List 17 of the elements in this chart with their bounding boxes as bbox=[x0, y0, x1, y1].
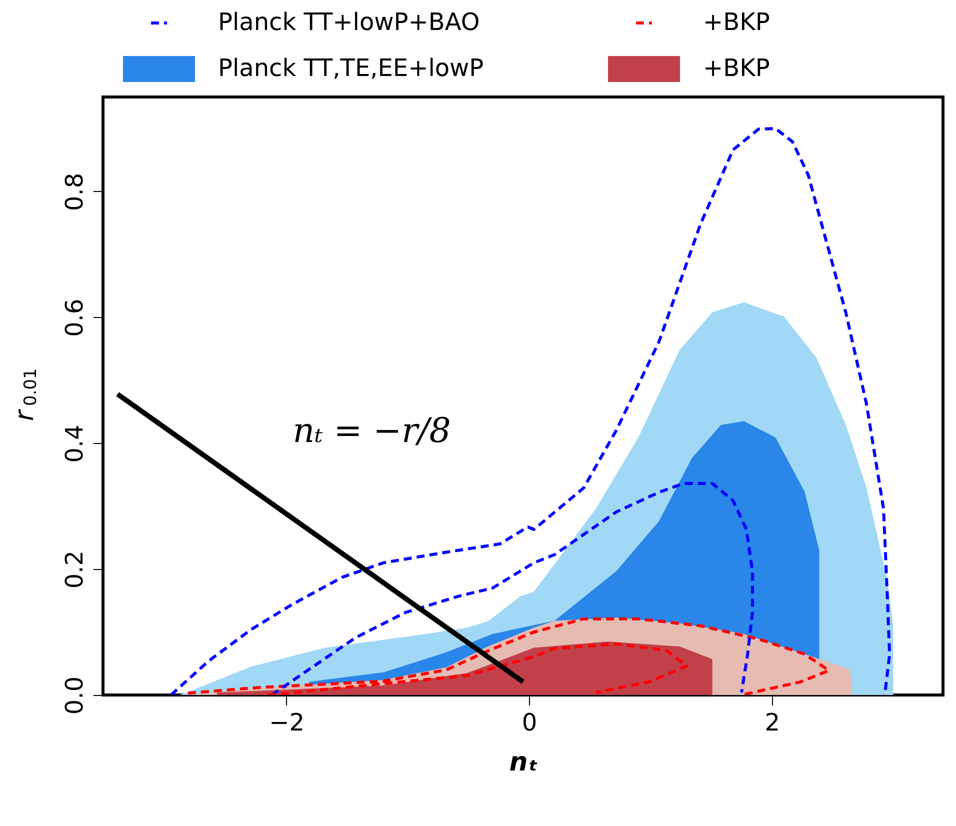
line-series bbox=[169, 126, 892, 695]
legend-label: +BKP bbox=[703, 54, 770, 82]
x-tick-label: 2 bbox=[764, 708, 780, 736]
legend-label: +BKP bbox=[703, 8, 770, 36]
legend-label: Planck TT,TE,EE+lowP bbox=[218, 54, 484, 82]
x-tick-label: −2 bbox=[269, 708, 304, 736]
x-tick-label: 0 bbox=[522, 708, 538, 736]
x-axis-title: nₜ bbox=[509, 748, 538, 778]
legend-label: Planck TT+lowP+BAO bbox=[218, 8, 480, 36]
y-tick-label: 0.2 bbox=[60, 550, 88, 589]
y-tick-label: 0.0 bbox=[60, 676, 88, 715]
y-tick-label: 0.6 bbox=[60, 298, 88, 337]
annotation: nₜ = −r/8 bbox=[292, 410, 451, 451]
y-axis-title: r0.01 bbox=[10, 368, 41, 421]
y-tick-label: 0.4 bbox=[60, 424, 88, 463]
y-tick-label: 0.8 bbox=[60, 172, 88, 212]
line-series bbox=[270, 482, 754, 695]
